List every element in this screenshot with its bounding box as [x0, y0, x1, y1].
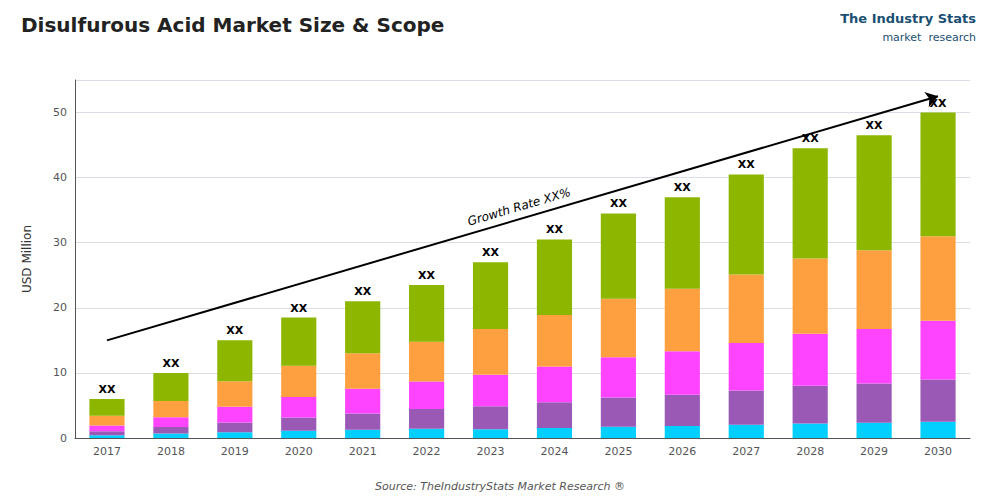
svg-text:2029: 2029: [860, 445, 888, 458]
svg-text:2021: 2021: [349, 445, 377, 458]
svg-text:2023: 2023: [477, 445, 505, 458]
svg-text:XX: XX: [674, 181, 691, 194]
svg-text:2028: 2028: [796, 445, 824, 458]
svg-text:XX: XX: [290, 302, 307, 315]
svg-text:20: 20: [53, 301, 67, 314]
svg-text:2025: 2025: [604, 445, 632, 458]
svg-text:XX: XX: [929, 96, 947, 110]
svg-text:Growth Rate XX%: Growth Rate XX%: [466, 185, 572, 229]
svg-text:0: 0: [60, 432, 67, 445]
svg-text:XX: XX: [546, 223, 563, 236]
svg-text:2017: 2017: [93, 445, 121, 458]
svg-text:XX: XX: [226, 324, 243, 337]
svg-text:2030: 2030: [924, 445, 952, 458]
svg-text:Source: TheIndustryStats Marke: Source: TheIndustryStats Market Research…: [375, 480, 625, 493]
svg-text:50: 50: [53, 106, 67, 119]
svg-text:XX: XX: [482, 246, 499, 259]
svg-text:2019: 2019: [221, 445, 249, 458]
svg-text:30: 30: [53, 236, 67, 249]
svg-text:XX: XX: [866, 119, 883, 132]
svg-text:XX: XX: [98, 383, 115, 396]
svg-text:XX: XX: [418, 269, 435, 282]
svg-text:2027: 2027: [732, 445, 760, 458]
svg-text:The Industry Stats: The Industry Stats: [840, 11, 976, 26]
svg-text:2026: 2026: [668, 445, 696, 458]
svg-text:40: 40: [53, 171, 67, 184]
svg-text:XX: XX: [354, 285, 371, 298]
svg-text:10: 10: [53, 366, 67, 379]
svg-text:XX: XX: [162, 357, 179, 370]
svg-text:2020: 2020: [285, 445, 313, 458]
svg-text:XX: XX: [610, 197, 627, 210]
svg-text:2022: 2022: [413, 445, 441, 458]
svg-text:market research: market research: [882, 31, 976, 44]
svg-text:XX: XX: [801, 132, 819, 146]
svg-text:USD Million: USD Million: [20, 225, 34, 293]
svg-text:Disulfurous Acid Market Size &: Disulfurous Acid Market Size & Scope: [21, 13, 444, 37]
svg-text:2024: 2024: [540, 445, 568, 458]
svg-text:2018: 2018: [157, 445, 185, 458]
svg-text:XX: XX: [738, 158, 755, 171]
